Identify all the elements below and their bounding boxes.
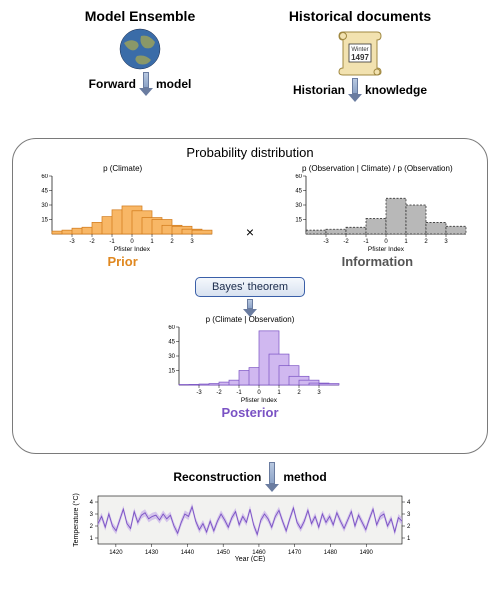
svg-text:-3: -3 (196, 390, 202, 396)
historical-docs-heading: Historical documents (289, 8, 431, 24)
model-text: model (156, 77, 191, 91)
multiply-symbol: × (242, 224, 258, 240)
prior-label: Prior (107, 254, 137, 269)
svg-text:-1: -1 (364, 239, 370, 245)
info-cell: p (Observation | Climate) / p (Observati… (277, 164, 477, 269)
model-ensemble-heading: Model Ensemble (85, 8, 195, 24)
svg-text:2: 2 (407, 524, 411, 530)
svg-text:Pfister Index: Pfister Index (114, 246, 151, 252)
svg-text:3: 3 (445, 239, 449, 245)
globe-icon (119, 28, 161, 70)
recon-pre: Reconstruction (173, 470, 261, 484)
svg-text:1: 1 (407, 536, 411, 542)
svg-text:Temperature (°C): Temperature (°C) (72, 493, 80, 547)
svg-text:15: 15 (296, 218, 303, 224)
arrow-icon (265, 462, 279, 492)
top-row: Model Ensemble Forward model Historical … (0, 0, 500, 102)
model-ensemble-block: Model Ensemble Forward model (50, 8, 230, 102)
prior-chart-title: p (Climate) (103, 164, 142, 173)
forward-text: Forward (89, 77, 136, 91)
forward-model-label: Forward model (89, 72, 192, 96)
svg-text:15: 15 (41, 218, 48, 224)
info-chart-title: p (Observation | Climate) / p (Observati… (302, 164, 453, 173)
reconstruction-label: Reconstruction method (0, 462, 500, 492)
svg-text:0: 0 (385, 239, 389, 245)
info-chart: 15 30 45 60 -3 -2 -1 0 1 2 3 Pfister Index (282, 174, 472, 252)
svg-text:1: 1 (277, 390, 281, 396)
svg-text:3: 3 (90, 512, 94, 518)
historical-docs-block: Historical documents Winter 1497 Histori… (270, 8, 450, 102)
svg-text:30: 30 (41, 203, 48, 209)
prior-chart: 15 30 45 60 -3 -2 -1 0 1 2 3 Pfister Index (28, 174, 218, 252)
prior-info-row: p (Climate) 15304560-3-2-10123Pfister In… (13, 164, 487, 269)
svg-text:Year (CE): Year (CE) (235, 556, 265, 562)
svg-text:2: 2 (170, 239, 174, 245)
svg-text:1420: 1420 (109, 550, 123, 556)
svg-text:3: 3 (317, 390, 321, 396)
posterior-chart: 15 30 45 60 -3 -2 -1 0 1 2 3 Pfister Index (155, 325, 345, 403)
recon-post: method (283, 470, 326, 484)
svg-text:60: 60 (41, 174, 48, 180)
svg-text:30: 30 (296, 203, 303, 209)
svg-text:Pfister Index: Pfister Index (241, 397, 278, 403)
historian-text: Historian (293, 83, 345, 97)
svg-text:Pfister Index: Pfister Index (368, 246, 405, 252)
timeseries-chart: 1122334414201430144014501460147014801490… (70, 492, 430, 562)
svg-text:60: 60 (168, 325, 175, 331)
svg-text:-3: -3 (69, 239, 75, 245)
svg-text:1440: 1440 (181, 550, 195, 556)
svg-text:-1: -1 (109, 239, 115, 245)
svg-text:1490: 1490 (360, 550, 374, 556)
svg-text:-2: -2 (89, 239, 95, 245)
posterior-label: Posterior (221, 405, 278, 420)
svg-text:2: 2 (425, 239, 429, 245)
scroll-year-text: 1497 (351, 53, 369, 62)
svg-text:1430: 1430 (145, 550, 159, 556)
svg-text:0: 0 (130, 239, 134, 245)
svg-text:1: 1 (405, 239, 409, 245)
scroll-icon: Winter 1497 (335, 28, 385, 76)
arrow-icon (139, 72, 153, 96)
svg-text:4: 4 (407, 500, 411, 506)
svg-text:30: 30 (168, 354, 175, 360)
svg-text:3: 3 (190, 239, 194, 245)
timeseries-wrap: 1122334414201430144014501460147014801490… (0, 492, 500, 562)
info-label: Information (342, 254, 414, 269)
svg-text:45: 45 (296, 189, 303, 195)
svg-text:2: 2 (90, 524, 94, 530)
svg-text:45: 45 (168, 340, 175, 346)
svg-text:0: 0 (257, 390, 261, 396)
svg-text:45: 45 (41, 189, 48, 195)
svg-text:4: 4 (90, 500, 94, 506)
knowledge-text: knowledge (365, 83, 427, 97)
prob-dist-title: Probability distribution (13, 139, 487, 160)
bayes-box: Bayes' theorem (195, 277, 305, 297)
svg-text:-3: -3 (324, 239, 330, 245)
arrow-icon (348, 78, 362, 102)
posterior-chart-title: p (Climate | Observation) (206, 315, 295, 324)
svg-text:-1: -1 (236, 390, 242, 396)
svg-text:60: 60 (296, 174, 303, 180)
svg-text:-2: -2 (344, 239, 350, 245)
svg-text:1: 1 (150, 239, 154, 245)
prior-cell: p (Climate) 15 30 45 60 -3 -2 -1 0 1 2 3 Pfister In… (23, 164, 223, 269)
svg-text:1480: 1480 (324, 550, 338, 556)
svg-text:1470: 1470 (288, 550, 302, 556)
svg-text:15: 15 (168, 369, 175, 375)
svg-text:-2: -2 (216, 390, 222, 396)
svg-text:2: 2 (297, 390, 301, 396)
svg-text:3: 3 (407, 512, 411, 518)
svg-text:1450: 1450 (216, 550, 230, 556)
svg-text:1: 1 (90, 536, 94, 542)
probability-box: Probability distribution p (Climate) 15 3… (12, 138, 488, 454)
posterior-wrap: p (Climate | Observation) 15304560-3-2-1… (13, 315, 487, 420)
historian-label: Historian knowledge (293, 78, 427, 102)
